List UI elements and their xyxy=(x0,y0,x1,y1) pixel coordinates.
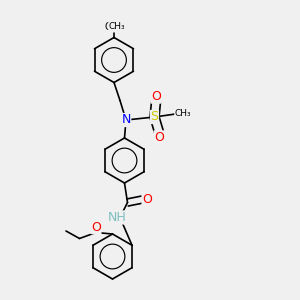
Text: O: O xyxy=(154,131,164,144)
Text: CH₃: CH₃ xyxy=(105,22,123,32)
Text: NH: NH xyxy=(108,211,126,224)
Text: O: O xyxy=(142,193,152,206)
Text: O: O xyxy=(91,220,101,234)
Text: CH₃: CH₃ xyxy=(175,110,191,118)
Text: S: S xyxy=(151,110,158,124)
Text: CH₃: CH₃ xyxy=(109,22,125,31)
Text: O: O xyxy=(151,90,161,103)
Text: N: N xyxy=(121,113,131,127)
